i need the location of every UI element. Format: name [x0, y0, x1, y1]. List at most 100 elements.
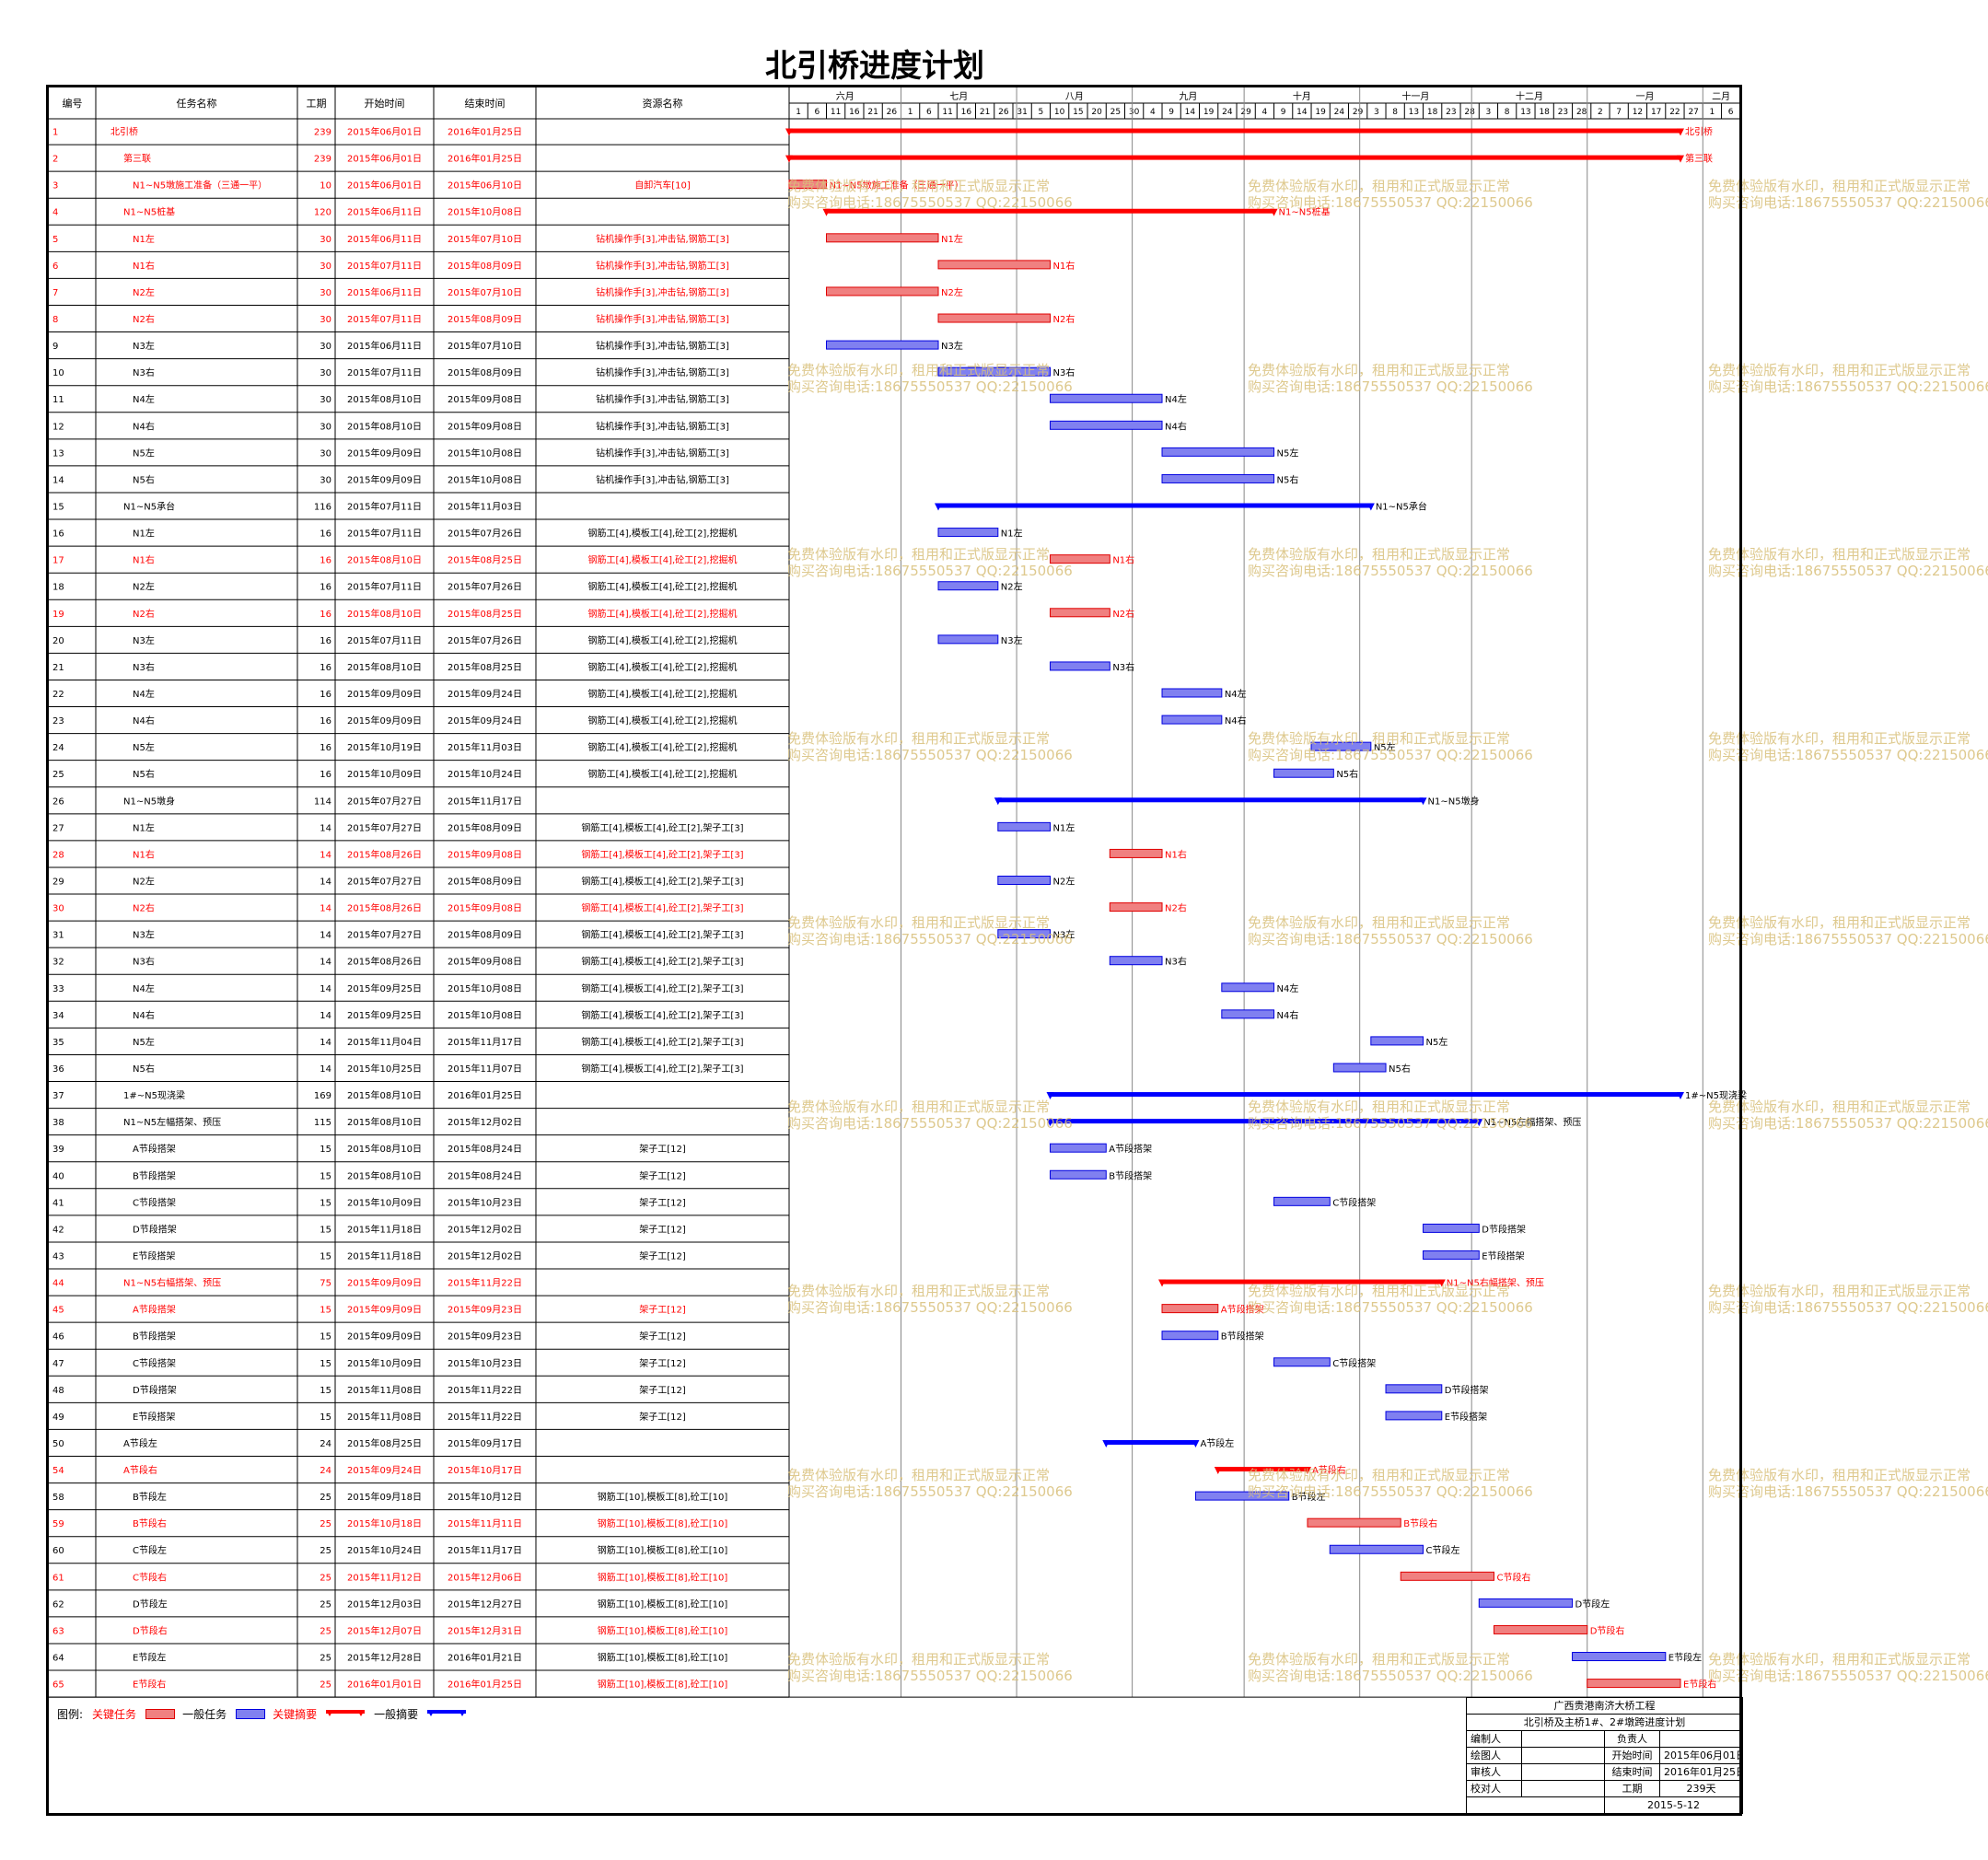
task-name: N2左	[133, 581, 155, 593]
task-duration: 25	[320, 1680, 331, 1691]
title-block-start-label: 开始时间	[1605, 1748, 1660, 1763]
watermark-text: 免费体验版有水印，租用和正式版显示正常	[1708, 178, 1971, 194]
watermark-text: 购买咨询电话:18675550537 QQ:22150066	[787, 1483, 1073, 1500]
task-end: 2015年11月22日	[448, 1411, 522, 1423]
bar-label: N5左	[1374, 741, 1396, 753]
task-duration: 15	[320, 1386, 331, 1396]
task-duration: 25	[320, 1654, 331, 1664]
watermark-text: 免费体验版有水印，租用和正式版显示正常	[1708, 1099, 1971, 1115]
day-tick-label: 8	[1505, 108, 1510, 117]
task-id: 1	[52, 128, 58, 138]
task-bar	[937, 528, 999, 538]
task-end: 2015年07月26日	[448, 528, 522, 540]
task-name: 北引桥	[110, 127, 138, 138]
day-tick-label: 25	[1110, 108, 1121, 117]
task-start: 2015年09月09日	[347, 473, 422, 485]
title-block-dur-value: 239天	[1660, 1781, 1743, 1796]
summary-bar	[1050, 1119, 1480, 1124]
task-start: 2015年07月11日	[347, 501, 422, 513]
task-bar	[1109, 848, 1163, 858]
task-end: 2015年09月08日	[448, 956, 522, 968]
task-end: 2015年11月11日	[448, 1517, 522, 1529]
day-tick-label: 6	[926, 108, 932, 117]
task-end: 2015年09月17日	[448, 1437, 522, 1449]
bar-label: N5右	[1336, 768, 1358, 780]
task-name: N2右	[133, 313, 155, 325]
day-tick-label: 9	[1281, 108, 1286, 117]
task-resources: 钻机操作手[3],冲击钻,钢筋工[3]	[596, 366, 729, 378]
bar-label: N2左	[941, 286, 963, 298]
task-name: 1#~N5现浇梁	[123, 1089, 185, 1101]
task-duration: 15	[320, 1412, 331, 1423]
bar-label: N5左	[1426, 1036, 1448, 1048]
task-end: 2015年08月09日	[448, 875, 522, 887]
task-id: 11	[52, 395, 64, 405]
task-bar	[1423, 1223, 1480, 1233]
task-name: N1~N5墩身	[123, 795, 175, 807]
bar-label: N1~N5桩基	[1279, 206, 1331, 218]
task-duration: 15	[320, 1306, 331, 1316]
task-resources: 架子工[12]	[639, 1224, 686, 1235]
column-header-name: 任务名称	[177, 97, 217, 110]
task-end: 2015年09月23日	[448, 1331, 522, 1343]
day-tick-label: 18	[1427, 108, 1438, 117]
task-name: N1右	[133, 260, 155, 272]
task-resources: 钢筋工[4],模板工[4],砼工[2],挖掘机	[587, 768, 737, 780]
task-end: 2015年10月17日	[448, 1464, 522, 1476]
task-duration: 16	[320, 610, 331, 620]
task-bar	[1221, 982, 1275, 993]
task-resources: 钢筋工[10],模板工[8],砼工[10]	[598, 1652, 728, 1664]
bar-label: 1#~N5现浇梁	[1685, 1089, 1747, 1101]
task-id: 10	[52, 368, 64, 378]
task-bar	[1161, 715, 1223, 725]
task-end: 2015年11月03日	[448, 501, 522, 513]
task-id: 61	[52, 1573, 64, 1583]
legend-prefix: 图例:	[57, 1707, 84, 1721]
summary-bar-start-cap	[1046, 1092, 1054, 1100]
task-duration: 25	[320, 1493, 331, 1503]
column-header-end: 结束时间	[465, 98, 506, 110]
summary-bar-start-cap	[785, 128, 793, 136]
task-duration: 14	[320, 850, 331, 860]
task-start: 2015年07月27日	[347, 875, 422, 887]
task-id: 26	[52, 796, 64, 807]
watermark-text: 免费体验版有水印，租用和正式版显示正常	[1248, 914, 1510, 931]
task-name: N3左	[133, 929, 155, 941]
task-id: 5	[52, 235, 58, 245]
task-duration: 15	[320, 1359, 331, 1369]
task-bar	[937, 581, 999, 591]
task-bar	[1161, 447, 1275, 457]
bar-label: N3右	[1053, 366, 1075, 378]
task-resources: 钢筋工[10],模板工[8],砼工[10]	[598, 1679, 728, 1691]
task-name: N4左	[133, 982, 155, 994]
title-block-start-value: 2015年06月01日	[1660, 1748, 1743, 1763]
title-block-plan: 北引桥及主桥1#、2#墩跨进度计划	[1467, 1715, 1743, 1730]
task-start: 2015年06月11日	[347, 233, 422, 245]
legend-normal-summary-label: 一般摘要	[374, 1707, 419, 1721]
task-bar	[1221, 1009, 1275, 1019]
task-start: 2015年08月26日	[347, 956, 422, 968]
task-bar	[1050, 393, 1163, 403]
task-bar	[1273, 1196, 1331, 1206]
task-duration: 115	[314, 1118, 331, 1128]
task-duration: 30	[320, 368, 331, 378]
task-duration: 16	[320, 770, 331, 780]
task-id: 19	[52, 610, 64, 620]
bar-label: B节段右	[1403, 1517, 1437, 1529]
day-tick-label: 26	[887, 108, 898, 117]
task-start: 2015年07月11日	[347, 528, 422, 540]
watermark-text: 免费体验版有水印，租用和正式版显示正常	[1248, 1651, 1510, 1668]
day-tick-label: 11	[942, 108, 952, 117]
watermark-text: 免费体验版有水印，租用和正式版显示正常	[1708, 730, 1971, 747]
task-start: 2015年11月08日	[347, 1411, 422, 1423]
task-resources: 钢筋工[4],模板工[4],砼工[2],架子工[3]	[581, 982, 743, 994]
task-bar	[1161, 1331, 1219, 1341]
task-resources: 架子工[12]	[639, 1385, 686, 1396]
task-start: 2015年07月11日	[347, 634, 422, 646]
task-id: 24	[52, 743, 64, 753]
task-start: 2015年06月11日	[347, 340, 422, 352]
day-tick-label: 30	[1129, 108, 1140, 117]
summary-bar	[1106, 1439, 1196, 1445]
task-name: N3左	[133, 634, 155, 646]
task-start: 2015年10月09日	[347, 768, 422, 780]
